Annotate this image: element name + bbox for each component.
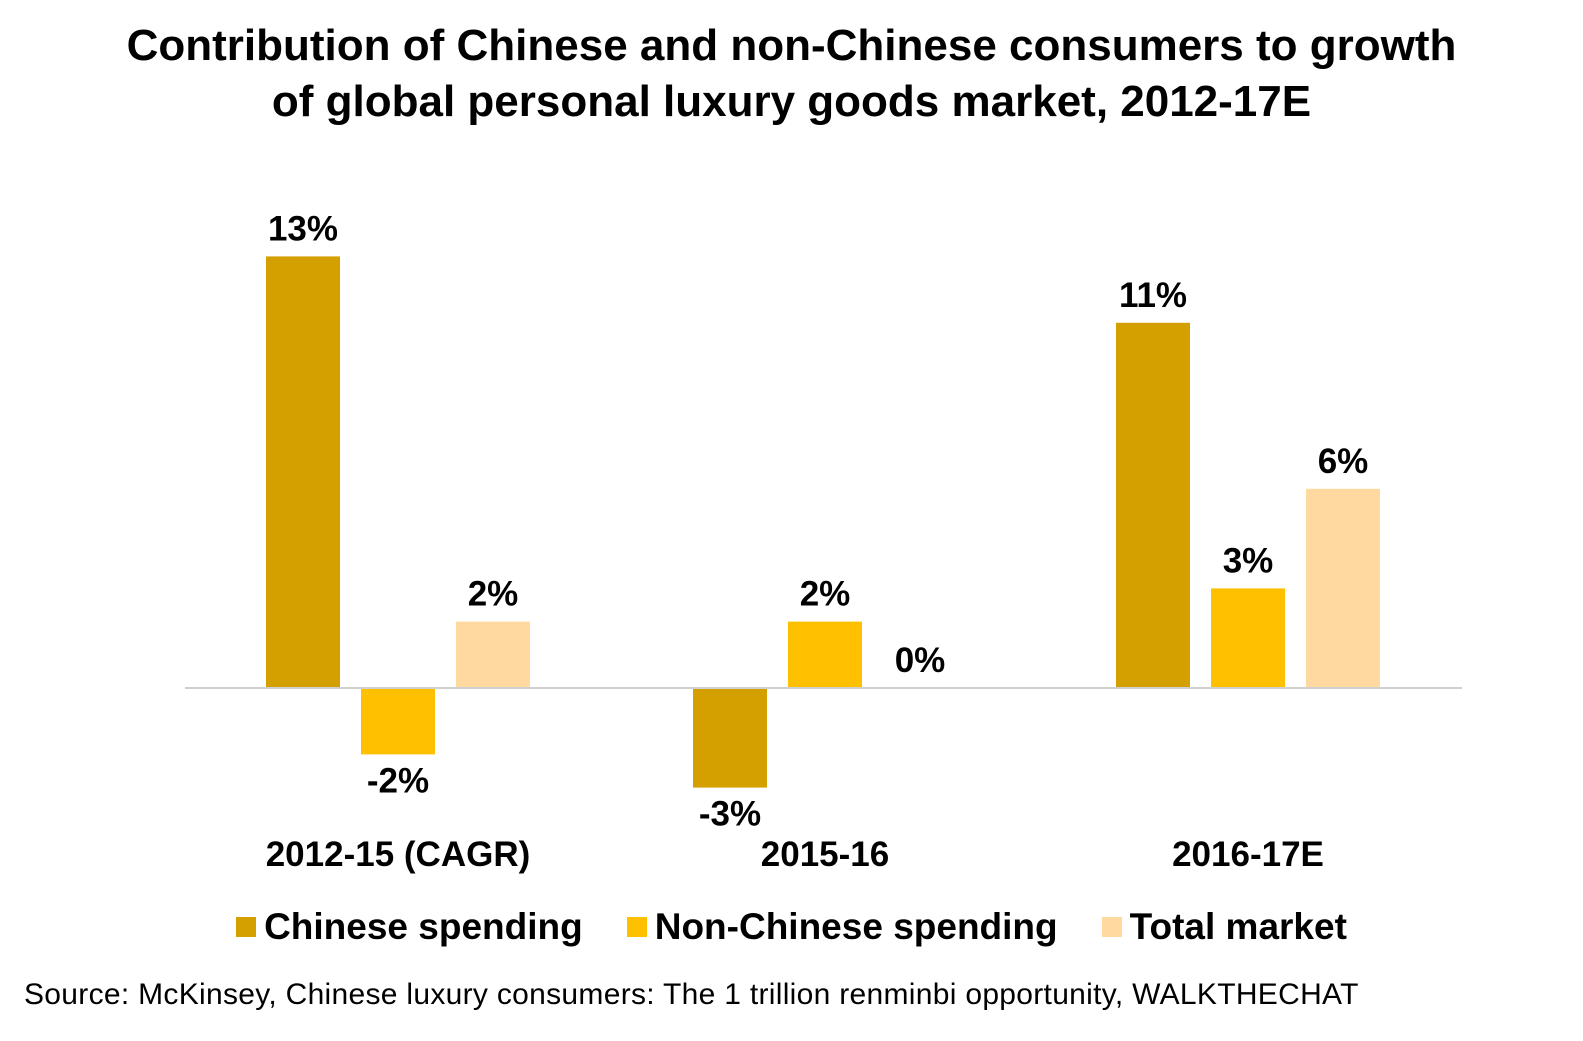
data-label-total-market-2016-17e: 6% bbox=[1318, 442, 1369, 481]
data-label-total-market-2015-16: 0% bbox=[895, 641, 946, 680]
chart-title-line-1: Contribution of Chinese and non-Chinese … bbox=[126, 21, 1457, 70]
data-label-non-chinese-spending-2016-17e: 3% bbox=[1223, 541, 1274, 580]
data-label-non-chinese-spending-2012-15-cagr: -2% bbox=[367, 761, 429, 800]
legend-swatch-total-market bbox=[1101, 917, 1122, 937]
chart-title-line-2: of global personal luxury goods market, … bbox=[271, 77, 1312, 126]
bar-chinese-spending-2012-15-cagr bbox=[266, 256, 340, 688]
data-label-chinese-spending-2015-16: -3% bbox=[699, 795, 761, 834]
bar-total-market-2016-17e bbox=[1306, 488, 1380, 688]
x-tick-label-2012-15-cagr: 2012-15 (CAGR) bbox=[266, 835, 531, 874]
data-label-chinese-spending-2012-15-cagr: 13% bbox=[268, 209, 338, 248]
data-label-non-chinese-spending-2015-16: 2% bbox=[800, 575, 851, 614]
chart-title: Contribution of Chinese and non-Chinese … bbox=[0, 18, 1583, 130]
bar-chinese-spending-2016-17e bbox=[1116, 322, 1190, 688]
source-note: Source: McKinsey, Chinese luxury consume… bbox=[24, 978, 1359, 1011]
bar-non-chinese-spending-2015-16 bbox=[788, 621, 862, 688]
bar-chinese-spending-2015-16 bbox=[693, 688, 767, 788]
legend-label-total-market: Total market bbox=[1129, 906, 1347, 947]
legend-swatch-non-chinese-spending bbox=[626, 917, 647, 937]
data-label-total-market-2012-15-cagr: 2% bbox=[468, 575, 519, 614]
legend-item-total-market: Total market bbox=[1101, 906, 1347, 948]
chart-legend: Chinese spending Non-Chinese spending To… bbox=[0, 906, 1583, 948]
legend-swatch-chinese-spending bbox=[236, 917, 257, 937]
legend-label-chinese-spending: Chinese spending bbox=[264, 906, 583, 947]
x-tick-label-2015-16: 2015-16 bbox=[761, 835, 889, 874]
bar-total-market-2012-15-cagr bbox=[456, 621, 530, 688]
legend-item-non-chinese-spending: Non-Chinese spending bbox=[626, 906, 1058, 948]
data-label-chinese-spending-2016-17e: 11% bbox=[1119, 276, 1187, 315]
legend-item-chinese-spending: Chinese spending bbox=[236, 906, 583, 948]
bar-non-chinese-spending-2016-17e bbox=[1211, 588, 1285, 688]
x-tick-label-2016-17e: 2016-17E bbox=[1172, 835, 1324, 874]
bar-chart: 13% -2% 2% 2012-15 (CAGR) -3% 2% 0% 2015-16 11% 3… bbox=[185, 209, 1462, 874]
legend-label-non-chinese-spending: Non-Chinese spending bbox=[654, 906, 1058, 947]
bar-non-chinese-spending-2012-15-cagr bbox=[361, 688, 435, 755]
